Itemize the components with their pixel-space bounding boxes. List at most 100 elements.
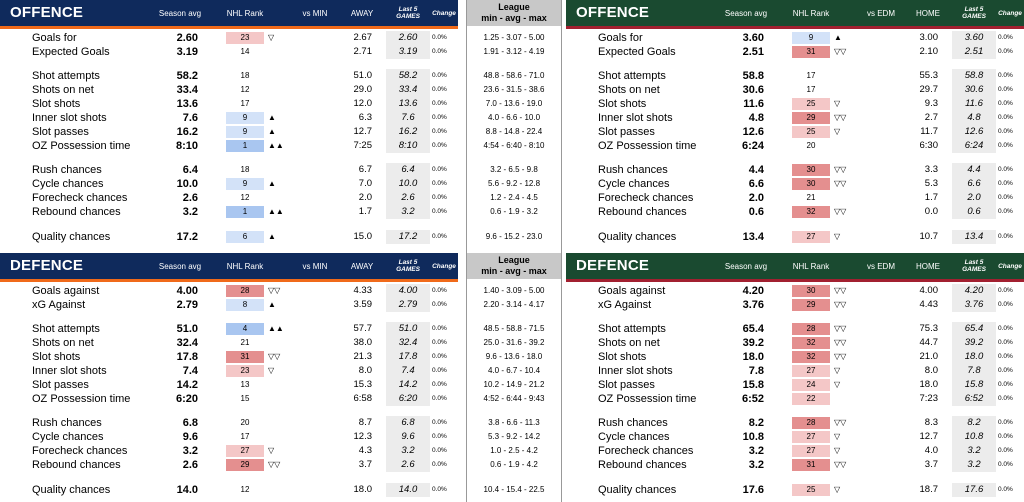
stat-row: Shot attempts 51.0 4 ▲▲ 57.7 51.0 0.0% bbox=[0, 322, 458, 336]
stat-row: Quality chances 14.0 12 18.0 14.0 0.0% bbox=[0, 483, 458, 497]
stat-label: Slot shots bbox=[598, 98, 647, 110]
trend-arrow-icon: ▲ bbox=[834, 33, 842, 42]
venue-value: 3.7 bbox=[924, 459, 938, 470]
change-value: 0.0% bbox=[998, 180, 1013, 187]
stat-label: Rush chances bbox=[32, 164, 102, 176]
change-value: 0.0% bbox=[998, 166, 1013, 173]
change-value: 0.0% bbox=[998, 486, 1013, 493]
venue-value: 6:30 bbox=[919, 140, 939, 151]
change-value: 0.0% bbox=[432, 339, 447, 346]
league-range-value: 4:54 - 6:40 - 8:10 bbox=[483, 141, 545, 150]
change-header: Change bbox=[998, 9, 1022, 17]
trend-arrow-icon: ▽▽ bbox=[834, 47, 847, 56]
venue-value: 29.0 bbox=[353, 84, 373, 95]
nhl-rank-value: 13 bbox=[240, 380, 250, 389]
trend-arrow-icon: ▲▲ bbox=[268, 324, 284, 333]
trend-arrow-icon: ▽▽ bbox=[834, 286, 847, 295]
stat-row: Slot shots 13.6 17 12.0 13.6 0.0% bbox=[0, 97, 458, 111]
venue-value: 6:58 bbox=[353, 393, 373, 404]
nhl-rank-value: 12 bbox=[240, 193, 250, 202]
trend-arrow-icon: ▽▽ bbox=[834, 460, 847, 469]
season-avg-value: 14.0 bbox=[176, 484, 198, 496]
season-avg-value: 2.6 bbox=[182, 459, 198, 471]
stat-row: xG Against 3.76 29 ▽▽ 4.43 3.76 0.0% bbox=[566, 298, 1024, 312]
stat-label: Cycle chances bbox=[598, 431, 670, 443]
last5-value: 0.6 bbox=[952, 205, 996, 219]
venue-header: HOME bbox=[916, 8, 940, 18]
league-range-value: 3.8 - 6.6 - 11.3 bbox=[488, 418, 540, 427]
stat-label: Inner slot shots bbox=[598, 112, 673, 124]
stat-label: Goals for bbox=[598, 32, 643, 44]
last5-value: 32.4 bbox=[386, 336, 430, 350]
stat-label: Slot passes bbox=[32, 126, 89, 138]
nhl-rank-value: 30 bbox=[792, 164, 830, 176]
season-avg-value: 2.0 bbox=[748, 192, 764, 204]
last5-header: Last 5 GAMES bbox=[962, 259, 986, 273]
league-defence-header: League min - avg - max bbox=[467, 253, 561, 279]
trend-arrow-icon: ▽ bbox=[834, 380, 841, 389]
last5-value: 13.4 bbox=[952, 230, 996, 244]
league-header-line2: min - avg - max bbox=[481, 13, 547, 23]
league-range-value: 1.40 - 3.09 - 5.00 bbox=[483, 286, 545, 295]
change-value: 0.0% bbox=[998, 367, 1013, 374]
stat-row: Cycle chances 6.6 30 ▽▽ 5.3 6.6 0.0% bbox=[566, 177, 1024, 191]
stat-label: Rebound chances bbox=[598, 459, 687, 471]
last5-value: 6:20 bbox=[386, 392, 430, 406]
last5-value: 16.2 bbox=[386, 125, 430, 139]
defence-accent-bar bbox=[0, 279, 458, 282]
stat-row: Goals against 4.00 28 ▽▽ 4.33 4.00 0.0% bbox=[0, 284, 458, 298]
stat-label: Cycle chances bbox=[32, 178, 104, 190]
stat-label: Rebound chances bbox=[598, 206, 687, 218]
stat-label: Quality chances bbox=[32, 484, 111, 496]
venue-value: 55.3 bbox=[919, 70, 939, 81]
change-value: 0.0% bbox=[432, 208, 447, 215]
stat-label: Slot passes bbox=[598, 126, 655, 138]
last5-value: 2.6 bbox=[386, 458, 430, 472]
change-value: 0.0% bbox=[432, 86, 447, 93]
venue-value: 12.0 bbox=[353, 98, 373, 109]
last5-value: 58.2 bbox=[386, 69, 430, 83]
stat-label: Forecheck chances bbox=[598, 192, 694, 204]
venue-value: 51.0 bbox=[353, 70, 373, 81]
venue-value: 3.59 bbox=[353, 299, 373, 310]
stat-row: Shot attempts 65.4 28 ▽▽ 75.3 65.4 0.0% bbox=[566, 322, 1024, 336]
venue-value: 29.7 bbox=[919, 84, 939, 95]
change-value: 0.0% bbox=[998, 325, 1013, 332]
change-value: 0.0% bbox=[432, 419, 447, 426]
season-avg-value: 33.4 bbox=[176, 84, 198, 96]
season-avg-header: Season avg bbox=[724, 8, 768, 18]
venue-value: 2.71 bbox=[353, 46, 373, 57]
season-avg-value: 17.2 bbox=[176, 231, 198, 243]
season-avg-value: 4.8 bbox=[748, 112, 764, 124]
change-value: 0.0% bbox=[432, 447, 447, 454]
stat-label: Cycle chances bbox=[598, 178, 670, 190]
trend-arrow-icon: ▽▽ bbox=[834, 207, 847, 216]
last5-value: 7.8 bbox=[952, 364, 996, 378]
season-avg-value: 6:20 bbox=[175, 393, 198, 405]
league-range-value: 10.2 - 14.9 - 21.2 bbox=[483, 380, 545, 389]
stat-row: Slot passes 12.6 25 ▽ 11.7 12.6 0.0% bbox=[566, 125, 1024, 139]
change-value: 0.0% bbox=[432, 461, 447, 468]
stat-row: Shots on net 30.6 17 29.7 30.6 0.0% bbox=[566, 83, 1024, 97]
last5-value: 58.8 bbox=[952, 69, 996, 83]
stat-row: Shots on net 33.4 12 29.0 33.4 0.0% bbox=[0, 83, 458, 97]
venue-value: 18.7 bbox=[919, 484, 939, 495]
stat-row: Inner slot shots 7.4 23 ▽ 8.0 7.4 0.0% bbox=[0, 364, 458, 378]
change-value: 0.0% bbox=[998, 142, 1013, 149]
league-range-column: League min - avg - max 1.25 - 3.07 - 5.00 1… bbox=[466, 0, 562, 502]
venue-value: 6.3 bbox=[358, 112, 372, 123]
change-value: 0.0% bbox=[432, 367, 447, 374]
league-range-value: 9.6 - 15.2 - 23.0 bbox=[485, 232, 543, 241]
last5-value: 3.60 bbox=[952, 31, 996, 45]
venue-value: 7:23 bbox=[919, 393, 939, 404]
nhl-rank-value: 23 bbox=[226, 365, 264, 377]
venue-value: 2.10 bbox=[919, 46, 939, 57]
nhl-rank-value: 4 bbox=[226, 323, 264, 335]
stat-label: Rebound chances bbox=[32, 459, 121, 471]
change-value: 0.0% bbox=[998, 447, 1013, 454]
trend-arrow-icon: ▽ bbox=[834, 99, 841, 108]
stat-row: Goals for 3.60 9 ▲ 3.00 3.60 0.0% bbox=[566, 31, 1024, 45]
last5-value: 18.0 bbox=[952, 350, 996, 364]
venue-value: 8.0 bbox=[924, 365, 938, 376]
stat-label: Forecheck chances bbox=[32, 445, 128, 457]
